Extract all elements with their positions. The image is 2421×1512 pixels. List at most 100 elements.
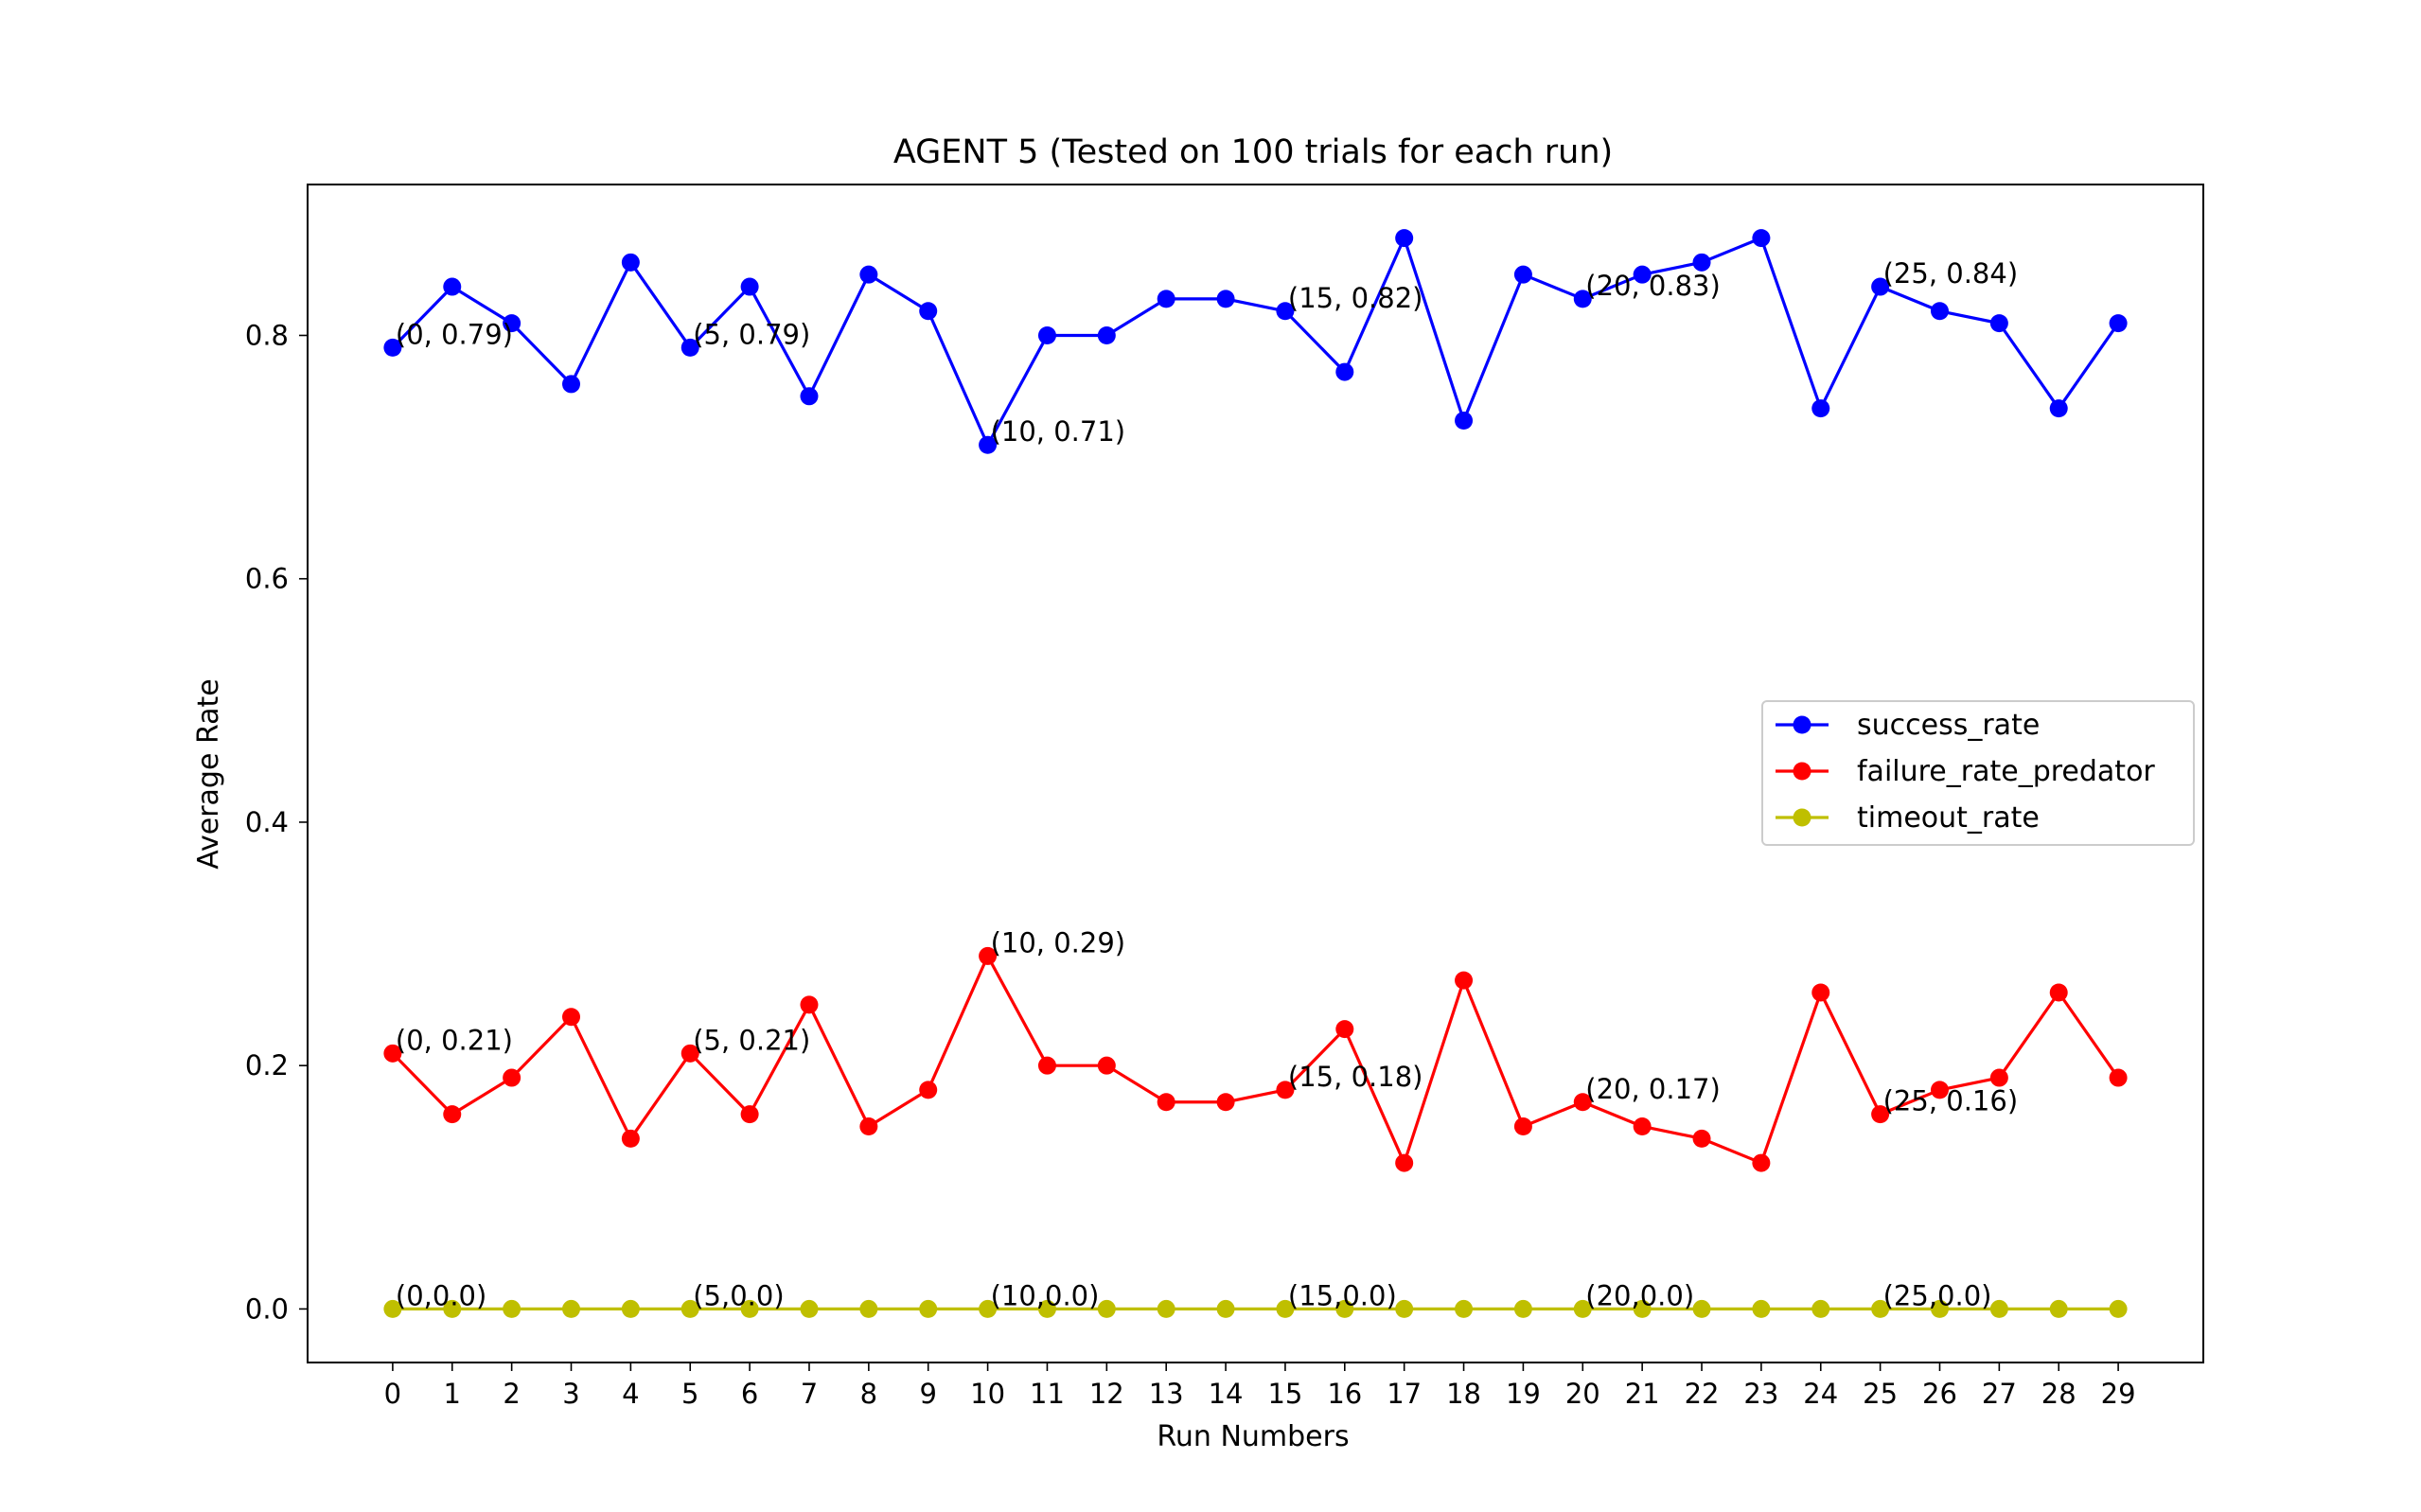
data-point	[1216, 1093, 1235, 1112]
x-tick-label: 19	[1506, 1378, 1541, 1410]
data-point	[1752, 1299, 1771, 1318]
legend-label: timeout_rate	[1857, 801, 2040, 835]
data-point	[1455, 412, 1474, 431]
y-axis-label: Average Rate	[192, 678, 225, 870]
data-point	[1752, 1153, 1771, 1172]
legend-swatch-marker	[1793, 808, 1811, 827]
data-point	[1811, 399, 1830, 418]
data-point	[383, 1044, 402, 1063]
legend-swatch-marker	[1793, 715, 1811, 734]
data-point	[443, 1299, 462, 1318]
data-annotation: (20,0.0)	[1585, 1279, 1694, 1311]
data-point	[2049, 1299, 2068, 1318]
data-point	[2049, 399, 2068, 418]
legend-label: success_rate	[1857, 709, 2040, 742]
data-point	[1811, 1299, 1830, 1318]
data-point	[1335, 362, 1354, 381]
data-point	[1157, 1299, 1175, 1318]
data-annotation: (10, 0.29)	[991, 926, 1126, 958]
data-point	[1692, 253, 1711, 272]
data-point	[680, 1299, 699, 1318]
y-tick-label: 0.0	[245, 1292, 289, 1325]
data-point	[1395, 229, 1414, 248]
x-tick-label: 14	[1209, 1378, 1244, 1410]
data-point	[800, 387, 819, 406]
data-point	[1871, 1299, 1890, 1318]
x-tick-label: 29	[2101, 1378, 2136, 1410]
data-point	[2109, 1299, 2128, 1318]
x-tick-label: 4	[622, 1378, 639, 1410]
data-point	[1037, 1299, 1056, 1318]
data-annotation: (5, 0.79)	[693, 318, 810, 350]
data-point	[740, 277, 759, 296]
data-point	[1752, 229, 1771, 248]
data-point	[1335, 1020, 1354, 1039]
data-point	[680, 338, 699, 357]
data-point	[919, 1299, 938, 1318]
data-annotation: (15,0.0)	[1288, 1279, 1397, 1311]
data-point	[859, 1116, 878, 1135]
data-point	[1455, 1299, 1474, 1318]
data-point	[1157, 1093, 1175, 1112]
series-line-success-rate	[391, 236, 2120, 447]
chart-title: AGENT 5 (Tested on 100 trials for each r…	[893, 133, 1613, 171]
data-point	[859, 265, 878, 284]
data-point	[1157, 290, 1175, 308]
data-point	[1037, 325, 1056, 344]
data-point	[1871, 277, 1890, 296]
data-point	[1513, 1116, 1532, 1135]
data-point	[740, 1299, 759, 1318]
data-point	[1037, 1056, 1056, 1075]
data-point	[1989, 1068, 2008, 1087]
x-tick-label: 8	[860, 1378, 877, 1410]
data-annotation: (0,0.0)	[396, 1279, 486, 1311]
x-tick-label: 22	[1685, 1378, 1720, 1410]
x-tick-label: 10	[970, 1378, 1005, 1410]
data-point	[2109, 1068, 2128, 1087]
series-line-failure-rate-predator	[391, 954, 2120, 1165]
data-point	[2109, 314, 2128, 333]
data-point	[979, 946, 998, 965]
data-point	[562, 375, 581, 394]
x-tick-label: 9	[919, 1378, 936, 1410]
data-point	[979, 1299, 998, 1318]
data-point	[503, 314, 521, 333]
data-point	[621, 253, 640, 272]
x-tick-label: 21	[1625, 1378, 1660, 1410]
x-tick-label: 7	[801, 1378, 818, 1410]
data-annotation: (10, 0.71)	[991, 415, 1126, 448]
x-axis-label: Run Numbers	[1157, 1420, 1349, 1453]
data-point	[1276, 1081, 1295, 1099]
x-tick-label: 28	[2041, 1378, 2076, 1410]
data-point	[503, 1299, 521, 1318]
data-point	[1216, 1299, 1235, 1318]
data-point	[919, 302, 938, 321]
data-point	[1633, 265, 1652, 284]
data-annotation: (20, 0.83)	[1585, 270, 1721, 302]
legend-box	[1761, 700, 2195, 846]
x-tick-label: 20	[1565, 1378, 1600, 1410]
data-point	[1097, 325, 1116, 344]
x-tick-label: 25	[1863, 1378, 1898, 1410]
x-tick-label: 6	[741, 1378, 758, 1410]
data-point	[1276, 302, 1295, 321]
x-tick-label: 15	[1267, 1378, 1302, 1410]
data-point	[1989, 1299, 2008, 1318]
data-point	[1276, 1299, 1295, 1318]
data-point	[1930, 1299, 1949, 1318]
x-tick-label: 11	[1030, 1378, 1065, 1410]
data-point	[1930, 1081, 1949, 1099]
x-tick-label: 16	[1327, 1378, 1362, 1410]
data-point	[383, 338, 402, 357]
y-tick-label: 0.8	[245, 319, 289, 351]
x-tick-label: 0	[384, 1378, 401, 1410]
y-tick-label: 0.6	[245, 563, 289, 595]
data-annotation: (25, 0.84)	[1883, 257, 2019, 290]
data-point	[443, 277, 462, 296]
data-point	[1097, 1056, 1116, 1075]
legend-swatch-marker	[1793, 762, 1811, 781]
data-annotation: (0, 0.21)	[396, 1024, 513, 1056]
x-tick-label: 23	[1743, 1378, 1778, 1410]
data-point	[1097, 1299, 1116, 1318]
